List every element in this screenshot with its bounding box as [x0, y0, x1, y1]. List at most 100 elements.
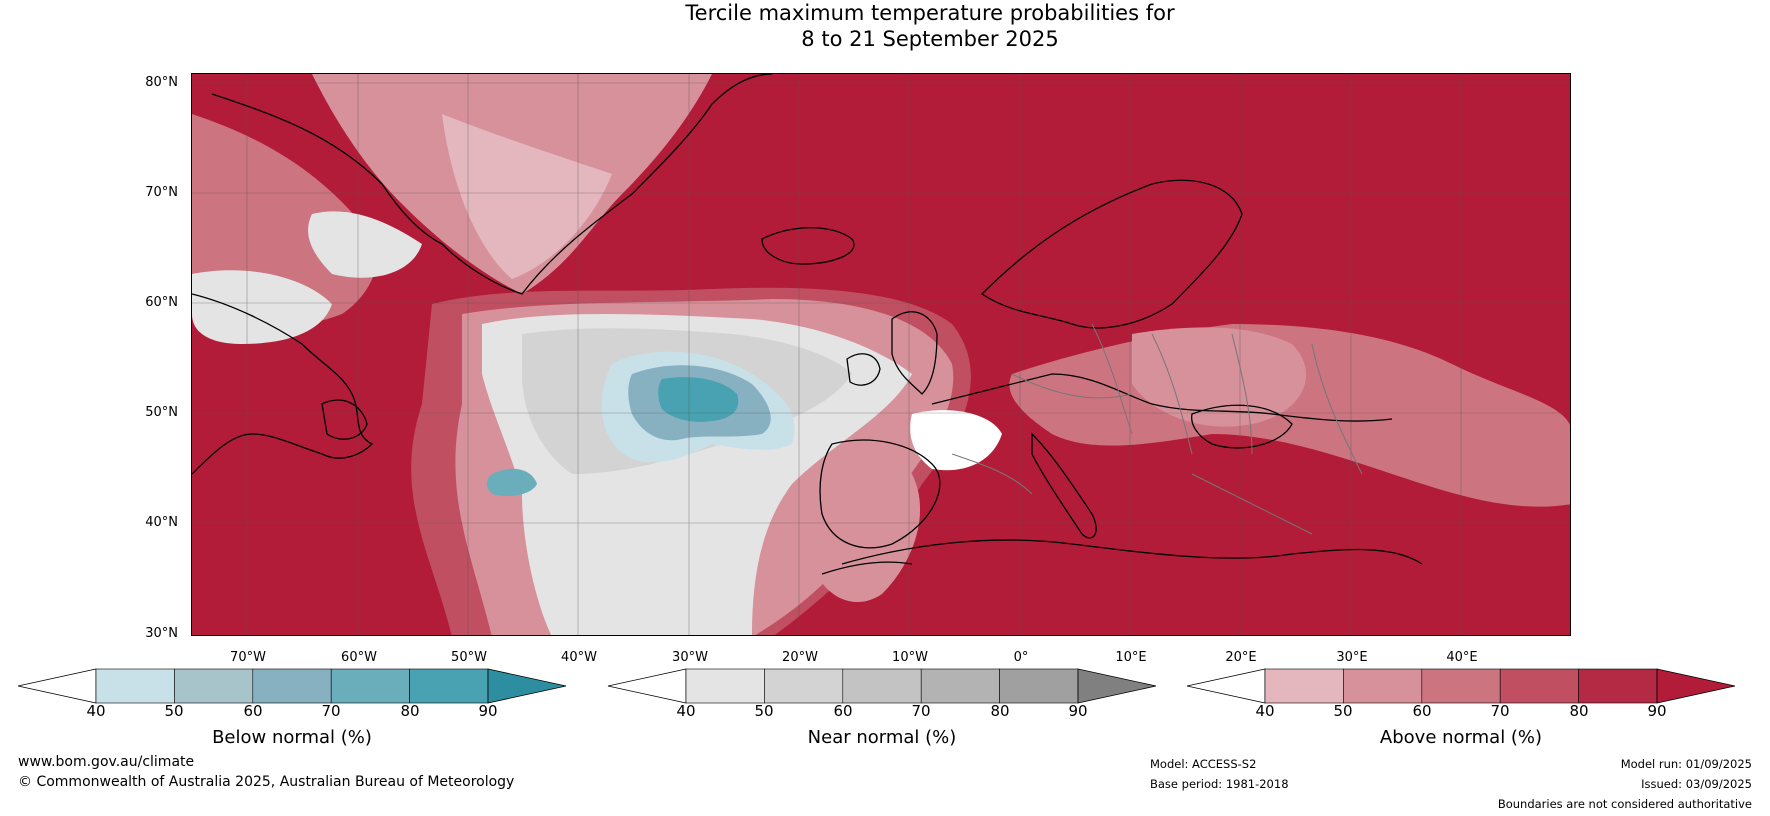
- france-near-normal-region: [910, 410, 1002, 471]
- below-colorbar-high-triangle: [487, 668, 567, 704]
- colorbar-below-svg: [17, 668, 567, 704]
- lon-label-70w: 70°W: [230, 650, 266, 665]
- disclaimer-text: Boundaries are not considered authoritat…: [1497, 797, 1752, 811]
- below-colorbar-segment: [409, 668, 489, 704]
- map-canvas: [192, 74, 1570, 635]
- below-tick-80: 80: [400, 702, 420, 720]
- iberia-coast: [819, 439, 941, 549]
- north-africa-coast: [821, 561, 913, 575]
- title-line-2: 8 to 21 September 2025: [801, 27, 1059, 51]
- above-colorbar-low-triangle: [1186, 668, 1266, 704]
- below-tick-40: 40: [86, 702, 106, 720]
- near-colorbar-segment: [920, 668, 1000, 704]
- lon-label-60w: 60°W: [341, 650, 377, 665]
- lon-label-40w: 40°W: [561, 650, 597, 665]
- lat-label-60n: 60°N: [145, 295, 178, 310]
- below-colorbar-low-triangle: [17, 668, 97, 704]
- below-tick-70: 70: [321, 702, 341, 720]
- lon-label-30w: 30°W: [672, 650, 708, 665]
- colorbar-above-svg: [1186, 668, 1736, 704]
- above-colorbar-segment: [1264, 668, 1344, 704]
- british-isles-coast: [891, 311, 938, 395]
- below-normal-title: Below normal (%): [212, 727, 372, 748]
- lat-label-50n: 50°N: [145, 405, 178, 420]
- lat-label-40n: 40°N: [145, 515, 178, 530]
- below-colorbar-segment: [174, 668, 254, 704]
- below-normal-region-west: [486, 468, 537, 496]
- iceland-coast: [761, 227, 855, 265]
- near-tick-40: 40: [676, 702, 696, 720]
- chart-title: Tercile maximum temperature probabilitie…: [0, 0, 1770, 52]
- ireland-coast: [846, 353, 881, 386]
- national-borders: [951, 323, 1363, 535]
- lon-label-10w: 10°W: [892, 650, 928, 665]
- above-normal-title: Above normal (%): [1379, 727, 1543, 748]
- near-tick-60: 60: [833, 702, 853, 720]
- near-normal-title: Near normal (%): [807, 727, 957, 748]
- near-colorbar-segment: [999, 668, 1079, 704]
- colorbar-above-normal: [1186, 668, 1737, 704]
- lon-label-40e: 40°E: [1446, 650, 1478, 665]
- lat-label-70n: 70°N: [145, 185, 178, 200]
- lon-label-20e: 20°E: [1225, 650, 1257, 665]
- above-colorbar-high-triangle: [1656, 668, 1736, 704]
- base-period-text: Base period: 1981-2018: [1150, 777, 1289, 791]
- above-colorbar-segment: [1499, 668, 1579, 704]
- europe-coast: [931, 373, 1393, 422]
- near-colorbar-segment: [685, 668, 765, 704]
- issued-text: Issued: 03/09/2025: [1641, 777, 1752, 791]
- below-colorbar-segment: [330, 668, 410, 704]
- above-colorbar-segment: [1421, 668, 1501, 704]
- lat-label-80n: 80°N: [145, 75, 178, 90]
- below-tick-50: 50: [164, 702, 184, 720]
- near-colorbar-low-triangle: [607, 668, 687, 704]
- near-tick-50: 50: [754, 702, 774, 720]
- above-tick-60: 60: [1412, 702, 1432, 720]
- near-colorbar-high-triangle: [1077, 668, 1157, 704]
- above-tick-50: 50: [1333, 702, 1353, 720]
- greenland-light-region: [442, 114, 612, 279]
- graticule: [192, 74, 1570, 635]
- near-colorbar-segment: [842, 668, 922, 704]
- above-tick-70: 70: [1490, 702, 1510, 720]
- greenland-coast: [211, 74, 773, 295]
- title-line-1: Tercile maximum temperature probabilitie…: [685, 1, 1175, 25]
- below-colorbar-segment: [95, 668, 175, 704]
- below-tick-90: 90: [478, 702, 498, 720]
- black-sea-coast: [1191, 404, 1293, 449]
- website-link[interactable]: www.bom.gov.au/climate: [18, 754, 195, 770]
- below-colorbar-segment: [252, 668, 332, 704]
- above-colorbar-segment: [1343, 668, 1423, 704]
- near-tick-90: 90: [1068, 702, 1088, 720]
- lon-label-50w: 50°W: [451, 650, 487, 665]
- mediterranean-south-coast: [841, 539, 1423, 565]
- scandinavia-coast: [980, 179, 1243, 329]
- model-run-text: Model run: 01/09/2025: [1620, 757, 1752, 771]
- below-normal-region-core: [658, 377, 739, 422]
- lon-label-10e: 10°E: [1115, 650, 1147, 665]
- greenland-near-normal-region: [308, 211, 422, 278]
- below-tick-60: 60: [243, 702, 263, 720]
- colorbar-near-normal: [607, 668, 1158, 704]
- near-colorbar-segment: [764, 668, 844, 704]
- above-tick-90: 90: [1647, 702, 1667, 720]
- colorbar-near-svg: [607, 668, 1157, 704]
- above-tick-80: 80: [1569, 702, 1589, 720]
- probability-map: [191, 73, 1571, 636]
- newfoundland-coast: [321, 399, 368, 440]
- near-tick-70: 70: [911, 702, 931, 720]
- lon-label-30e: 30°E: [1336, 650, 1368, 665]
- lon-label-0: 0°: [1013, 650, 1029, 665]
- hudson-near-normal-region: [192, 270, 332, 344]
- colorbar-below-normal: [17, 668, 568, 704]
- near-tick-80: 80: [990, 702, 1010, 720]
- labrador-coast: [192, 293, 374, 475]
- above-colorbar-segment: [1578, 668, 1658, 704]
- model-text: Model: ACCESS-S2: [1150, 757, 1257, 771]
- above-tick-40: 40: [1255, 702, 1275, 720]
- coastlines: [192, 74, 1423, 575]
- lat-label-30n: 30°N: [145, 626, 178, 641]
- italy-coast: [1031, 432, 1097, 539]
- eastern-europe-light-region: [1132, 327, 1307, 427]
- lon-label-20w: 20°W: [782, 650, 818, 665]
